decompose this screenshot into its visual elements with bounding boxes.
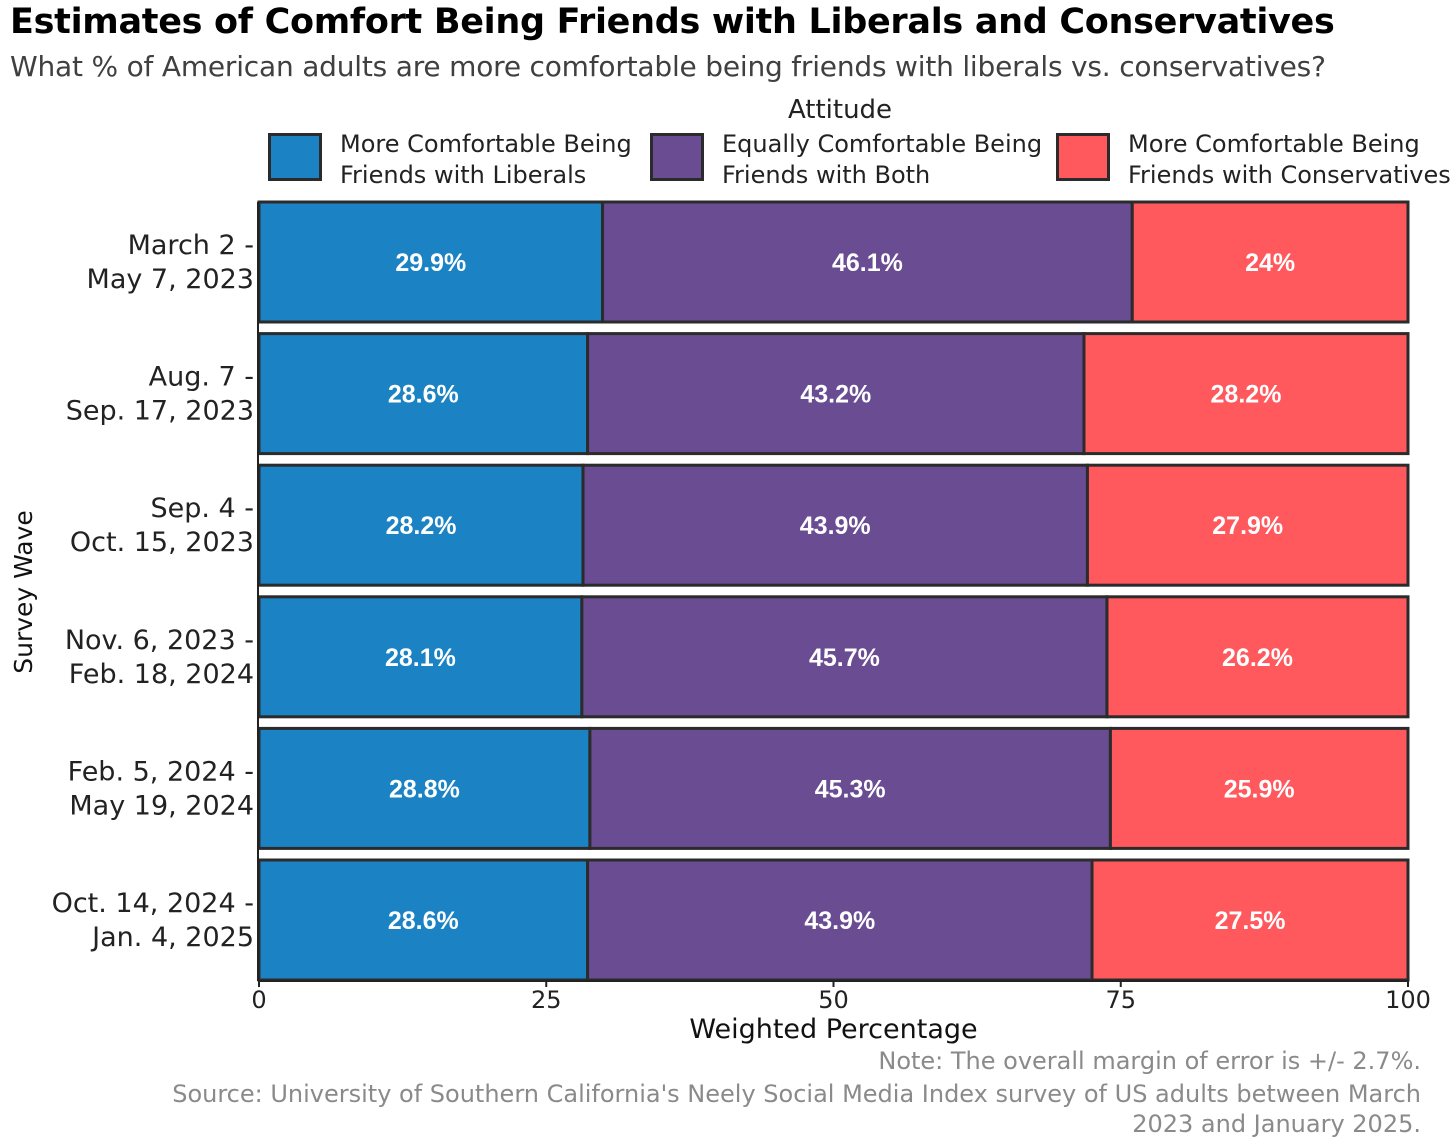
legend-label-both: Equally Comfortable Being Friends with B… — [722, 130, 1043, 189]
legend-swatch-liberals — [268, 133, 322, 181]
bar-segment-liberals — [257, 595, 584, 719]
y-tick-label: Aug. 7 -Sep. 17, 2023 — [66, 362, 254, 427]
data-label: 28.1% — [385, 644, 456, 672]
data-label: 25.9% — [1224, 775, 1295, 803]
x-tick-label: 75 — [1105, 986, 1136, 1014]
data-label: 24% — [1245, 249, 1295, 277]
bar-segment-both — [586, 858, 1094, 982]
data-label: 28.2% — [386, 512, 457, 540]
y-tick-label: Nov. 6, 2023 -Feb. 18, 2024 — [65, 625, 254, 690]
x-tick-label: 100 — [1385, 986, 1431, 1014]
data-label: 28.8% — [389, 775, 460, 803]
bar-segment-conservatives — [1108, 726, 1410, 850]
bar-segment-liberals — [257, 200, 605, 324]
data-label: 43.2% — [800, 381, 871, 409]
bar-segment-both — [586, 332, 1086, 456]
chart-title: Estimates of Comfort Being Friends with … — [10, 2, 1335, 42]
data-label: 45.3% — [815, 775, 886, 803]
bar-segment-both — [601, 200, 1134, 324]
x-axis-title: Weighted Percentage — [689, 1014, 977, 1045]
y-tick-label: March 2 -May 7, 2023 — [87, 230, 254, 295]
data-label: 29.9% — [395, 249, 466, 277]
bar-segment-both — [580, 595, 1109, 719]
x-tick-label: 50 — [818, 986, 849, 1014]
data-label: 28.2% — [1211, 381, 1282, 409]
bar-segment-liberals — [257, 463, 585, 587]
x-tick-label: 0 — [251, 986, 266, 1014]
x-tick-label: 25 — [531, 986, 562, 1014]
legend-label-liberals: More Comfortable Being Friends with Libe… — [340, 130, 632, 189]
bar-segment-conservatives — [1105, 595, 1410, 719]
data-label: 43.9% — [804, 907, 875, 935]
margin-note: Note: The overall margin of error is +/-… — [878, 1047, 1421, 1075]
y-tick-label: Oct. 14, 2024 -Jan. 4, 2025 — [52, 888, 254, 953]
data-label: 27.9% — [1212, 512, 1283, 540]
bar-segment-both — [581, 463, 1089, 587]
bar-segment-conservatives — [1090, 858, 1410, 982]
data-label: 46.1% — [832, 249, 903, 277]
data-label: 28.6% — [388, 381, 459, 409]
data-label: 27.5% — [1215, 907, 1286, 935]
legend-swatch-both — [650, 133, 704, 181]
chart-subtitle: What % of American adults are more comfo… — [10, 50, 1326, 83]
y-tick-label: Sep. 4 -Oct. 15, 2023 — [70, 493, 254, 558]
data-label: 26.2% — [1222, 644, 1293, 672]
bar-segment-both — [588, 726, 1112, 850]
source-note-line2: 2023 and January 2025. — [1132, 1110, 1421, 1138]
legend-swatch-conservatives — [1056, 133, 1110, 181]
data-label: 45.7% — [809, 644, 880, 672]
data-label: 28.6% — [388, 907, 459, 935]
source-note-line1: Source: University of Southern Californi… — [172, 1080, 1421, 1108]
y-tick-label: Feb. 5, 2024 -May 19, 2024 — [68, 756, 254, 821]
bar-segment-conservatives — [1085, 463, 1410, 587]
bar-segment-conservatives — [1082, 332, 1410, 456]
data-label: 43.9% — [800, 512, 871, 540]
legend-title: Attitude — [787, 95, 893, 125]
legend-label-conservatives: More Comfortable Being Friends with Cons… — [1128, 130, 1451, 189]
bar-segment-liberals — [257, 332, 590, 456]
y-axis-title: Survey Wave — [9, 510, 38, 674]
bar-segment-conservatives — [1130, 200, 1410, 324]
